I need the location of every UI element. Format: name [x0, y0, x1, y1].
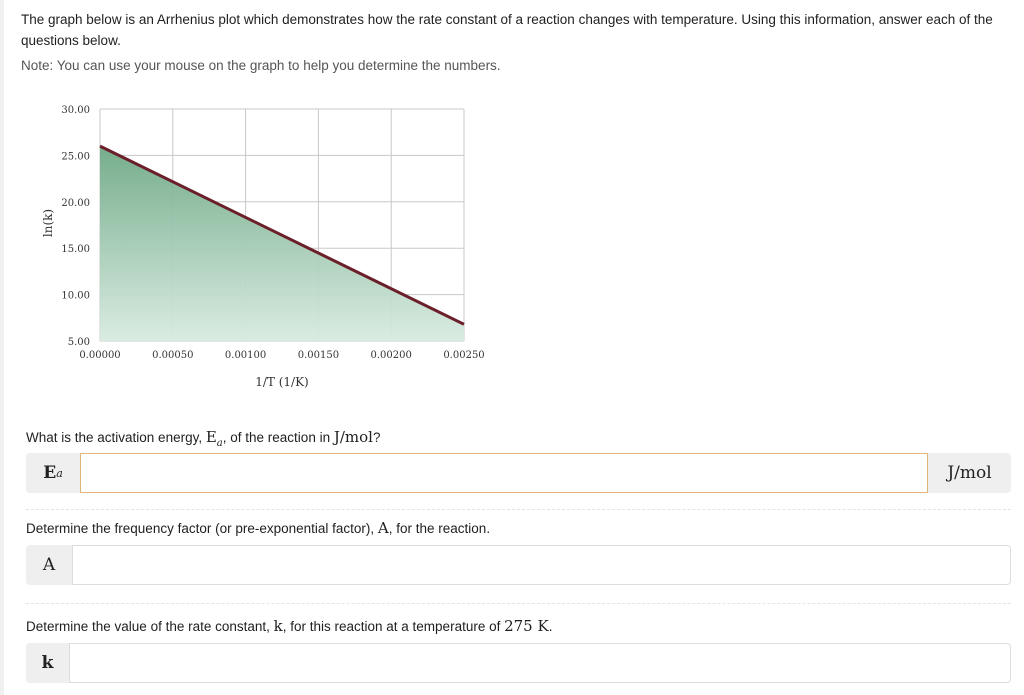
q2-symbol: A — [377, 519, 389, 537]
frequency-factor-row: A — [26, 545, 1011, 585]
left-border — [0, 0, 4, 695]
data-line — [99, 144, 465, 326]
y-tick-label: 20.00 — [61, 198, 90, 209]
q1-unit: J/mol — [333, 428, 373, 446]
x-tick-label: 0.00200 — [371, 350, 412, 361]
divider-2 — [26, 603, 1011, 604]
y-tick-label: 10.00 — [61, 291, 90, 302]
question-frequency-factor: Determine the frequency factor (or pre-e… — [26, 519, 491, 537]
rate-constant-label: k — [26, 643, 69, 683]
activation-energy-unit: J/mol — [928, 453, 1011, 493]
chart-svg[interactable]: 30.00 25.00 20.00 15.00 10.00 5.00 0.00000 0.0… — [40, 95, 500, 395]
rate-constant-input[interactable] — [69, 643, 1011, 683]
frequency-factor-input[interactable] — [72, 545, 1011, 585]
question-activation-energy: What is the activation energy, Ea, of th… — [26, 428, 380, 449]
q1-prefix: What is the activation energy, — [26, 430, 206, 445]
divider-1 — [26, 509, 1011, 510]
rate-constant-row: k — [26, 643, 1011, 683]
q1-mid: , of the reaction in — [222, 430, 334, 445]
question-rate-constant: Determine the value of the rate constant… — [26, 617, 553, 635]
q1-symbol: Ea — [205, 428, 223, 449]
q3-temperature: 275 K — [504, 617, 549, 635]
x-tick-label: 0.00250 — [443, 350, 484, 361]
x-axis-label: 1/T (1/K) — [255, 375, 309, 389]
y-tick-label: 15.00 — [61, 244, 90, 255]
x-tick-label: 0.00050 — [152, 350, 193, 361]
arrhenius-chart[interactable]: 30.00 25.00 20.00 15.00 10.00 5.00 0.00000 0.0… — [40, 95, 500, 395]
x-tick-label: 0.00100 — [225, 350, 266, 361]
y-tick-label: 25.00 — [61, 151, 90, 162]
frequency-factor-label: A — [26, 545, 72, 585]
note-text: Note: You can use your mouse on the grap… — [21, 58, 501, 73]
x-tick-label: 0.00150 — [298, 350, 339, 361]
x-tick-label: 0.00000 — [79, 350, 120, 361]
q1-suffix: ? — [372, 430, 381, 445]
y-tick-label: 5.00 — [68, 337, 90, 348]
intro-text: The graph below is an Arrhenius plot whi… — [21, 12, 993, 48]
area-fill — [100, 146, 464, 341]
y-axis-label: ln(k) — [41, 209, 55, 237]
activation-energy-input[interactable] — [80, 453, 928, 493]
q3-symbol: k — [273, 617, 283, 635]
y-tick-label: 30.00 — [61, 105, 90, 116]
